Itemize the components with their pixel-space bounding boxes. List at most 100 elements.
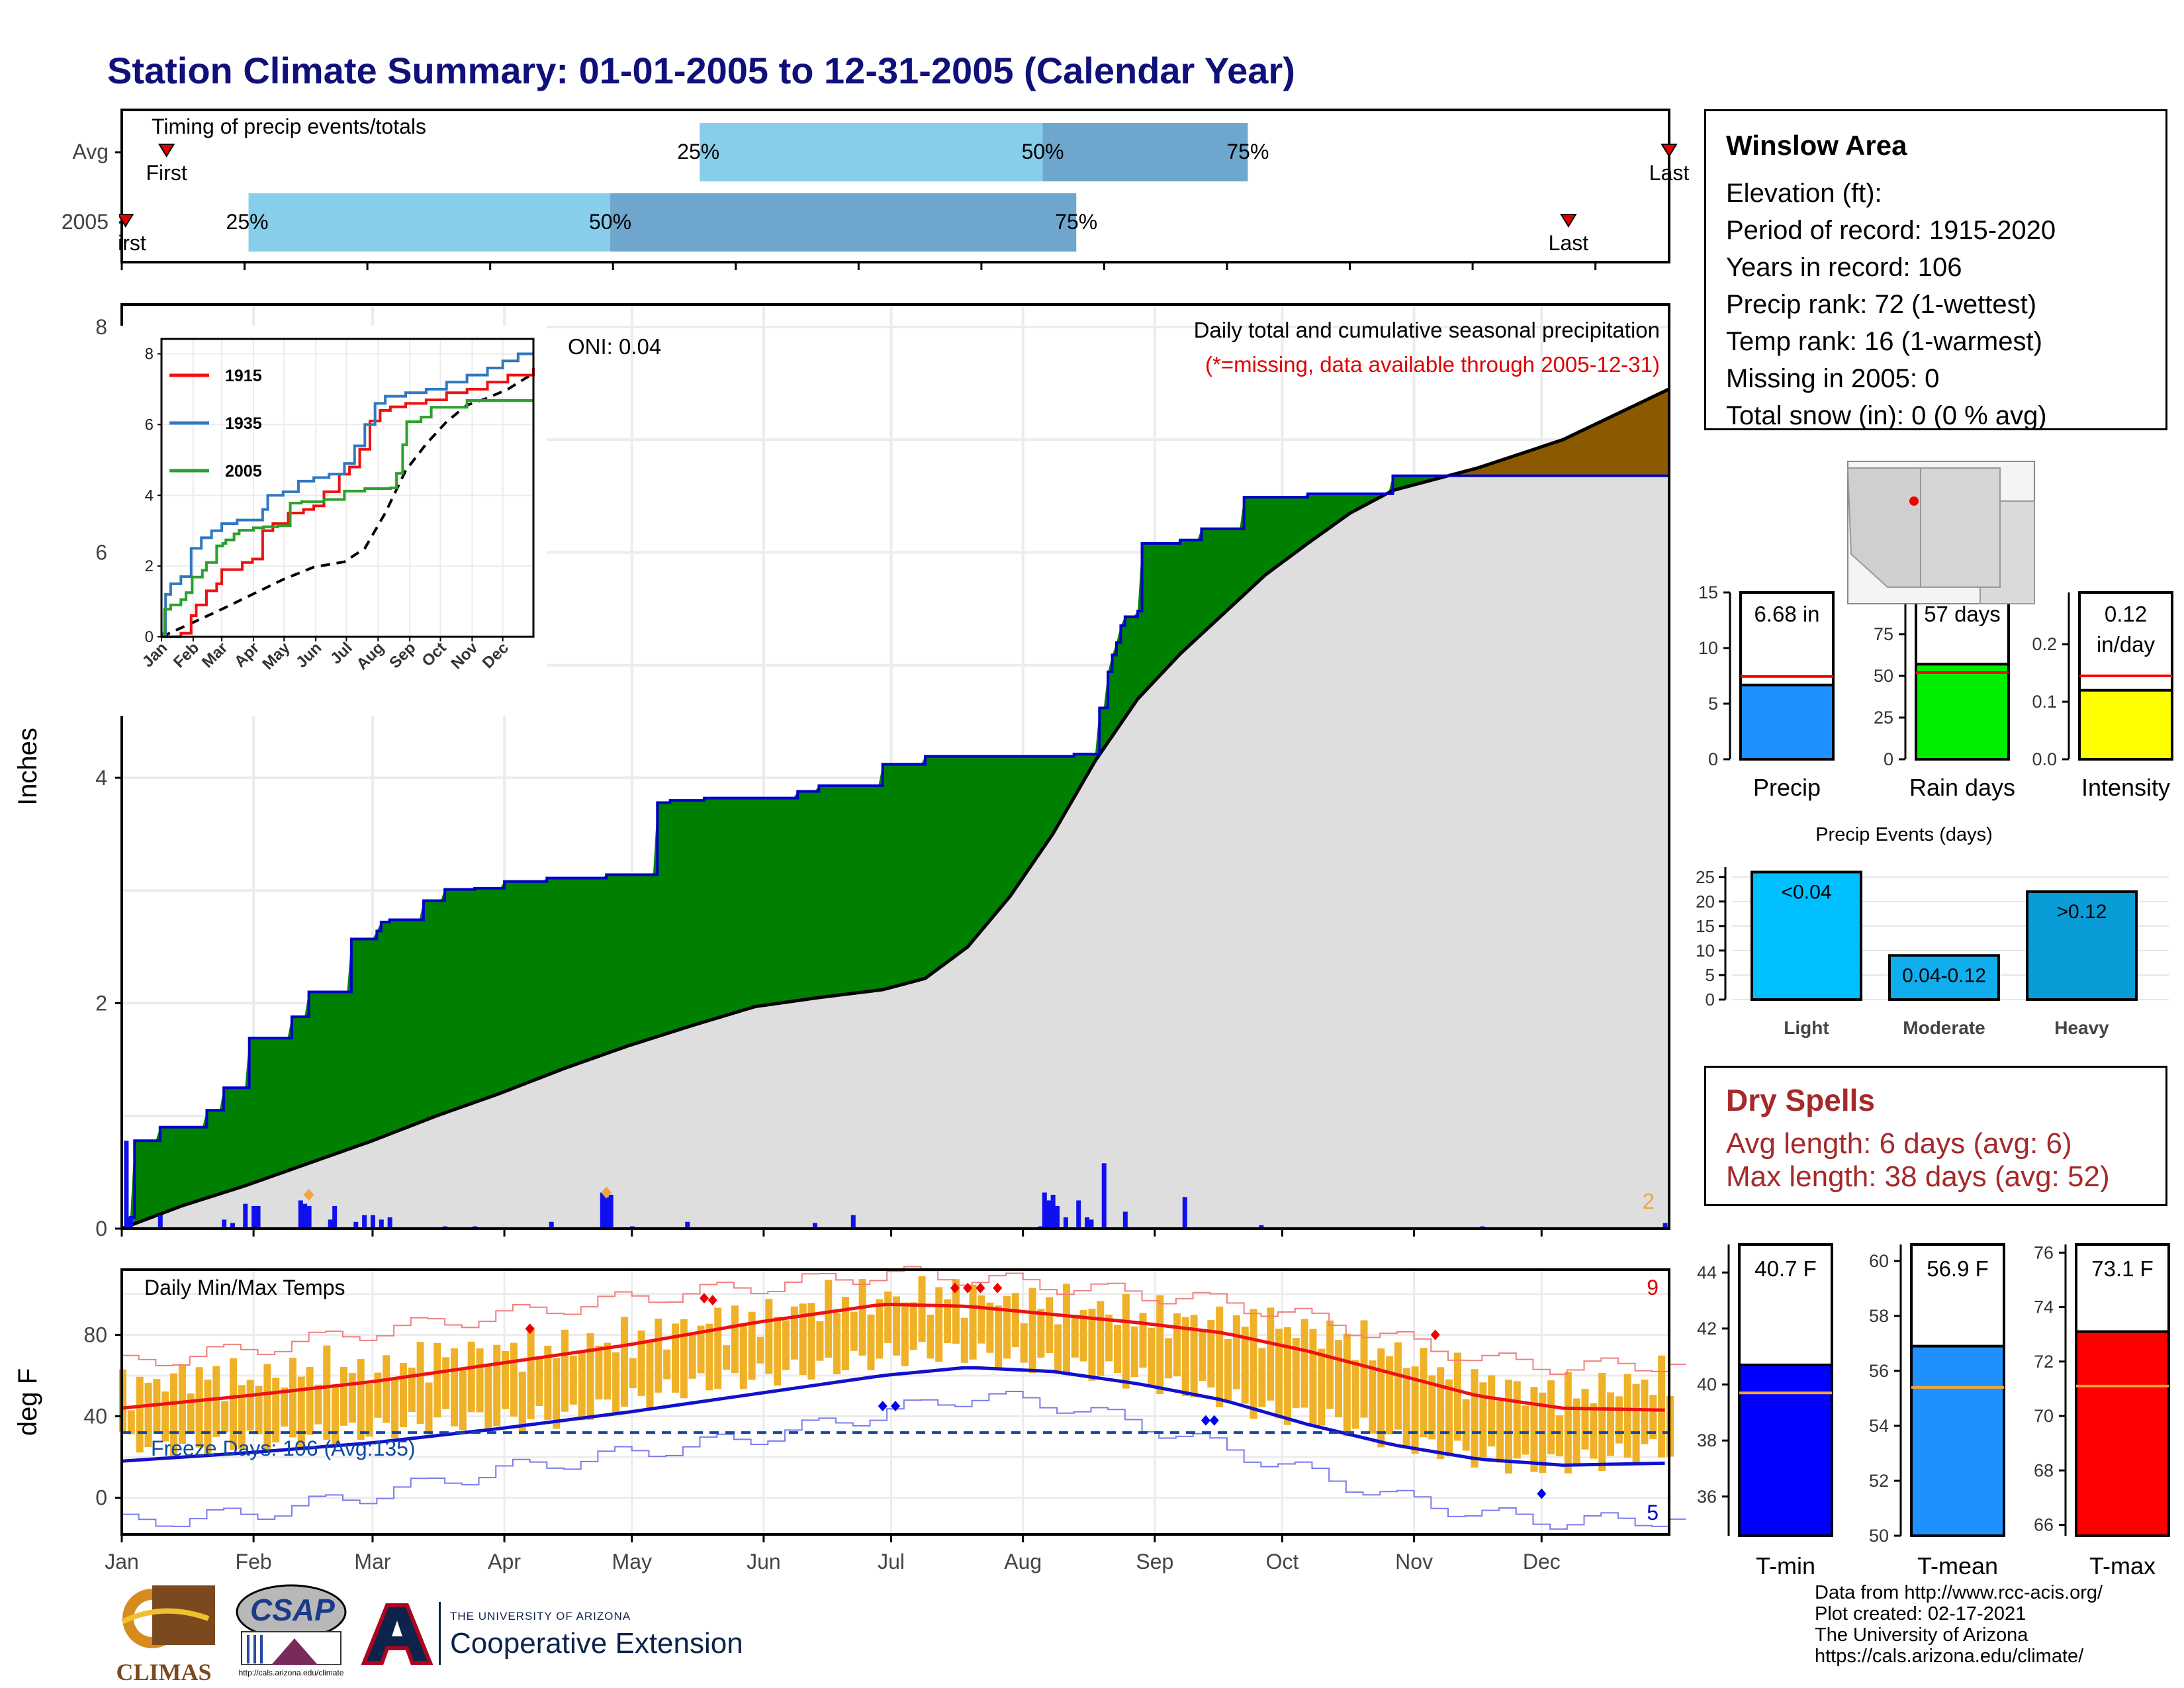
timing-label-last: Last — [1649, 161, 1690, 185]
daily-temp-bar — [918, 1276, 926, 1342]
daily-temp-bar — [978, 1295, 985, 1344]
station-elevation: Elevation (ft): — [1726, 179, 1882, 208]
daily-temp-bar — [1369, 1360, 1377, 1434]
temp-stat-1-frame — [1910, 1243, 2005, 1537]
daily-precip-bar — [124, 1141, 129, 1229]
daily-precip-bar — [222, 1219, 227, 1229]
daily-precip-bar — [302, 1203, 308, 1229]
daily-temp-bar — [995, 1305, 1003, 1370]
daily-temp-bar — [1003, 1295, 1011, 1359]
temp-stat-category: T-max — [2089, 1552, 2156, 1579]
daily-temp-bar — [1037, 1309, 1045, 1358]
temp-stat-2-frame — [2075, 1243, 2170, 1537]
daily-temp-bar — [927, 1315, 934, 1359]
daily-precip-bar — [812, 1223, 817, 1229]
precip-stat-1-y-tick-label: 50 — [1874, 666, 1893, 686]
daily-temp-bar — [1615, 1396, 1623, 1444]
precip-extreme-marker — [601, 1186, 612, 1199]
station-temp-rank: Temp rank: 16 (1-warmest) — [1726, 327, 2042, 356]
daily-temp-bar — [476, 1348, 484, 1413]
precip-stat-0-y-tick-label: 10 — [1698, 638, 1718, 658]
daily-temp-bar — [374, 1372, 382, 1418]
temp-stat-1-y-tick-label: 52 — [1869, 1471, 1889, 1491]
texas-shape — [1979, 500, 2035, 604]
precip-events-category: Moderate — [1903, 1017, 1985, 1038]
record-min-line — [122, 1391, 1686, 1530]
daily-temp-bar — [1156, 1295, 1164, 1394]
precip-y-tick-label: 6 — [95, 541, 107, 565]
daily-temp-bar — [765, 1299, 773, 1374]
month-x-tick-label: Dec — [1523, 1550, 1561, 1573]
daily-temp-bar — [1504, 1380, 1512, 1474]
dry-spells-box: Dry Spells Avg length: 6 days (avg: 6) M… — [1704, 1066, 2167, 1206]
daily-temp-bar — [1564, 1372, 1572, 1474]
daily-temp-bar — [518, 1372, 526, 1432]
station-name: Winslow Area — [1726, 130, 1907, 161]
footer-credits: Data from http://www.rcc-acis.org/ Plot … — [1815, 1582, 2103, 1667]
daily-temp-bar — [391, 1378, 399, 1438]
daily-temp-bar — [161, 1391, 169, 1442]
daily-temp-bar — [1020, 1323, 1028, 1363]
daily-precip-bar — [306, 1205, 312, 1229]
station-missing: Missing in 2005: 0 — [1726, 364, 1940, 393]
temp-frame — [120, 1268, 1670, 1536]
daily-temp-bar — [340, 1366, 347, 1426]
daily-temp-bar — [1496, 1401, 1504, 1463]
timing-label-75: 75% — [1055, 210, 1097, 234]
daily-precip-bar — [1046, 1200, 1052, 1229]
climas-text: CLIMAS — [116, 1659, 212, 1685]
daily-temp-bar — [876, 1299, 884, 1359]
daily-temp-bar — [756, 1336, 764, 1364]
daily-temp-bar — [1241, 1327, 1249, 1404]
daily-temp-bar — [1360, 1320, 1368, 1418]
daily-temp-bar — [1590, 1403, 1598, 1459]
daily-temp-bar — [433, 1342, 441, 1418]
daily-temp-bar — [314, 1384, 322, 1425]
temp-record-marker — [976, 1282, 985, 1293]
daily-temp-bar — [178, 1365, 186, 1444]
daily-temp-bar — [212, 1366, 220, 1437]
temp-stat-value: 40.7 F — [1754, 1256, 1817, 1281]
daily-temp-bar — [1649, 1395, 1657, 1440]
daily-temp-bar — [739, 1325, 747, 1389]
daily-temp-bar — [705, 1323, 713, 1391]
daily-temp-bar — [680, 1319, 688, 1399]
temp-subtitle: Daily Min/Max Temps — [144, 1276, 345, 1299]
precip-events-y-tick-label: 0 — [1706, 990, 1715, 1009]
page-title: Station Climate Summary: 01-01-2005 to 1… — [107, 50, 1295, 91]
precip-events-bar — [1751, 870, 1862, 1001]
daily-temp-bar — [170, 1373, 178, 1456]
daily-temp-bar — [144, 1382, 152, 1447]
timing-label-50: 50% — [589, 210, 631, 234]
daily-temp-bar — [1114, 1325, 1121, 1374]
timing-row-label: Avg — [72, 140, 109, 164]
month-x-tick-label: Jun — [747, 1550, 781, 1573]
month-x-tick-label: Oct — [1266, 1550, 1299, 1573]
daily-temp-bar — [535, 1358, 543, 1406]
timing-bar-25-50 — [248, 193, 611, 252]
daily-precip-bar — [298, 1200, 303, 1229]
daily-precip-bar — [353, 1221, 359, 1229]
month-x-tick-label: Nov — [1395, 1550, 1433, 1573]
daily-temp-bar — [825, 1280, 833, 1358]
precip-events-y-tick-label: 10 — [1696, 941, 1715, 961]
climas-emblem-icon — [121, 1585, 215, 1648]
precip-events-bar-label: <0.04 — [1782, 881, 1832, 903]
daily-temp-bar — [1471, 1369, 1479, 1468]
daily-temp-bar — [1411, 1366, 1419, 1454]
daily-temp-bar — [1530, 1387, 1538, 1472]
daily-temp-bar — [127, 1410, 135, 1434]
daily-precip-bar — [608, 1194, 614, 1229]
ua-big-text: Cooperative Extension — [450, 1627, 743, 1660]
daily-temp-bar — [332, 1387, 340, 1445]
inset-legend-label: 1935 — [225, 414, 262, 433]
daily-temp-bar — [1598, 1372, 1606, 1471]
arizona-shape — [1846, 467, 1921, 588]
daily-temp-bar — [1326, 1320, 1334, 1409]
footer-data-source: Data from http://www.rcc-acis.org/ — [1815, 1582, 2103, 1603]
daily-temp-bar — [221, 1401, 229, 1432]
daily-temp-bar — [1420, 1348, 1428, 1438]
precip-events-category: Light — [1784, 1017, 1829, 1038]
precip-stat-category: Intensity — [2081, 774, 2170, 801]
temp-stat-1-y-tick-label: 50 — [1869, 1526, 1889, 1546]
